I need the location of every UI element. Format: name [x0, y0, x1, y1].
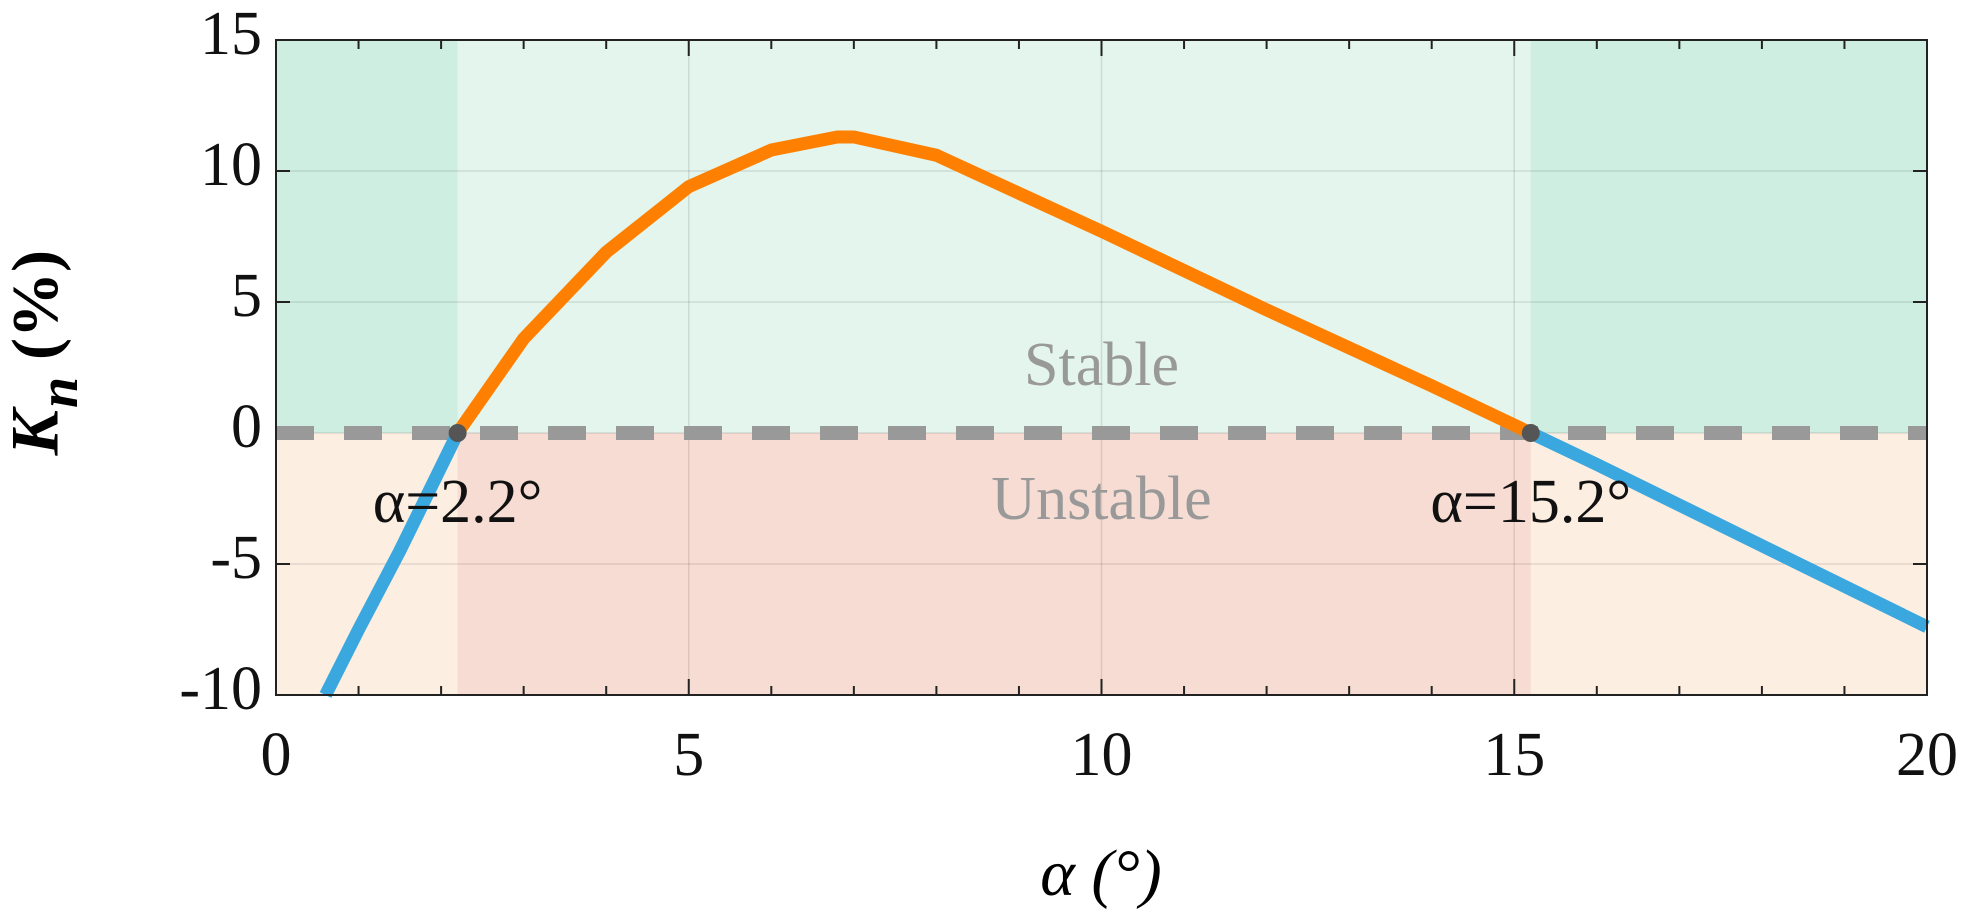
x-tick-label: 15: [1483, 721, 1545, 789]
unstable-region-inner: [457, 433, 1531, 695]
x-tick-label: 0: [261, 721, 292, 789]
crossing-point: [448, 424, 467, 442]
plot-frame: [275, 39, 1928, 696]
x-tick-label: 20: [1896, 721, 1958, 789]
y-tick-label: 15: [200, 0, 262, 68]
region-label: Unstable: [991, 465, 1211, 533]
y-tick-label: 5: [231, 262, 262, 330]
y-tick-label: 10: [200, 131, 262, 199]
crossing-point: [1521, 424, 1540, 442]
x-tick-label: 10: [1071, 721, 1133, 789]
curve: [452, 130, 1534, 439]
y-tick-label: -5: [210, 524, 262, 592]
y-label-subscript: n: [28, 377, 90, 408]
y-axis-label: K n (%): [0, 250, 90, 456]
crossing-label: α=2.2°: [373, 468, 543, 536]
y-tick-label: 0: [231, 393, 262, 461]
crossing-label: α=15.2°: [1430, 468, 1631, 536]
x-tick-label: 5: [673, 721, 704, 789]
y-tick-label: -10: [179, 655, 262, 723]
y-label-unit: (%): [0, 250, 72, 360]
region-label: Stable: [1024, 331, 1179, 399]
x-axis-label: α (°): [1040, 837, 1162, 910]
background: [276, 40, 1927, 695]
y-label-symbol: K: [0, 405, 73, 456]
curve: [319, 427, 1930, 698]
